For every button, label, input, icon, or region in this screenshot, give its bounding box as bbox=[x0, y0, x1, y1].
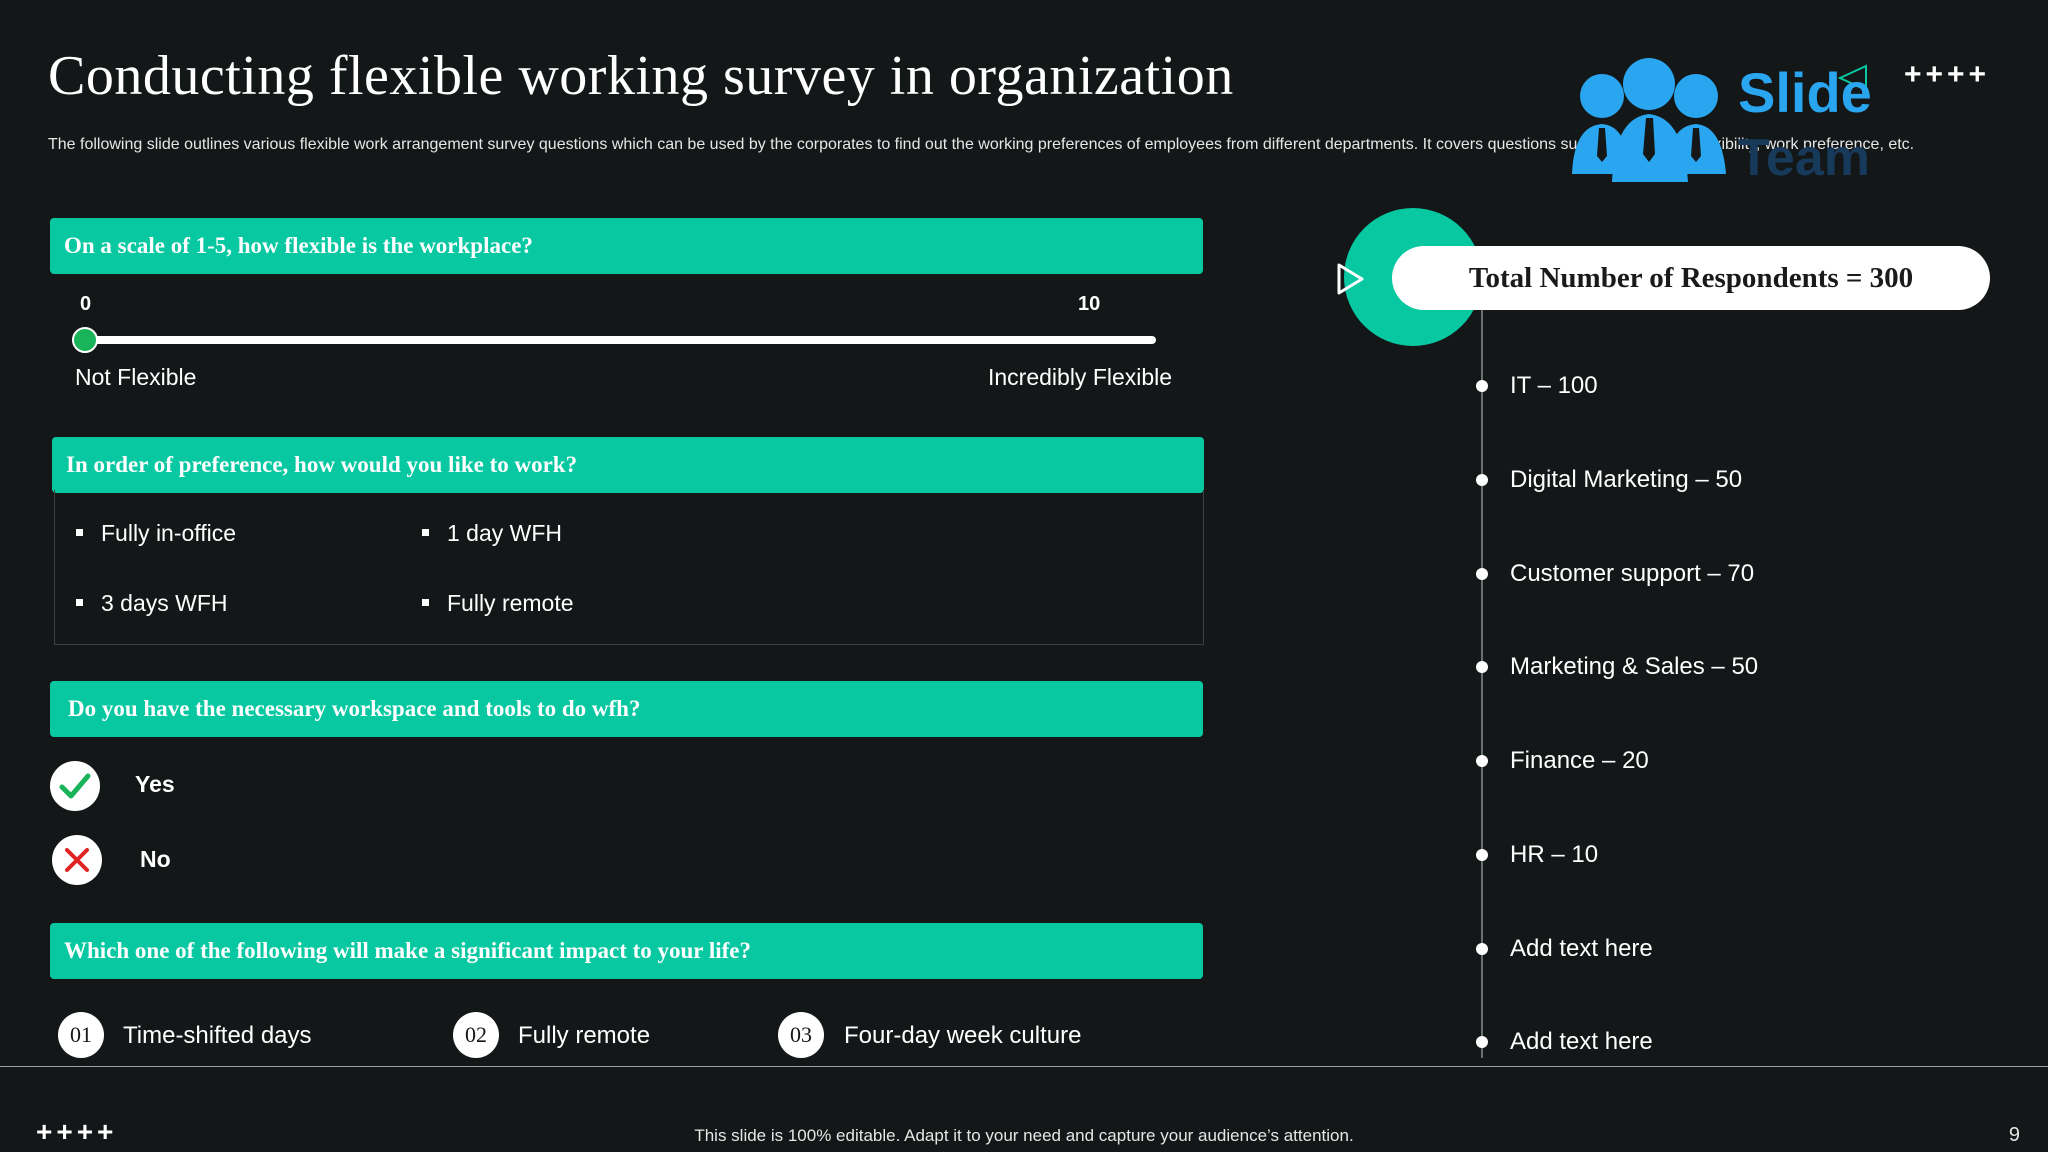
bullet-icon bbox=[422, 599, 429, 607]
logo-word-team: Team bbox=[1738, 129, 1870, 187]
timeline-line bbox=[1481, 310, 1483, 1058]
list-item: 3 days WFH bbox=[76, 590, 228, 617]
timeline-dot bbox=[1476, 943, 1488, 955]
logo-word-slide: Slide bbox=[1738, 61, 1872, 124]
footer-divider bbox=[0, 1066, 2048, 1067]
total-respondents-pill: Total Number of Respondents = 300 bbox=[1392, 246, 1990, 310]
list-item: 1 day WFH bbox=[422, 520, 562, 547]
not-flexible-label: Not Flexible bbox=[75, 364, 197, 390]
yes-label: Yes bbox=[135, 771, 175, 797]
bullet-icon bbox=[76, 599, 83, 607]
option-number-badge: 03 bbox=[778, 1012, 824, 1058]
department-item: Customer support – 70 bbox=[1476, 560, 1754, 588]
bullet-icon bbox=[76, 529, 83, 537]
department-item: Add text here bbox=[1476, 1028, 1653, 1056]
incredibly-flexible-label: Incredibly Flexible bbox=[988, 364, 1173, 390]
timeline-dot bbox=[1476, 568, 1488, 580]
no-option[interactable] bbox=[52, 835, 102, 885]
no-label: No bbox=[140, 846, 171, 872]
question-bar-flexibility: On a scale of 1-5, how flexible is the w… bbox=[50, 218, 1203, 274]
cross-icon bbox=[65, 848, 89, 872]
department-item: HR – 10 bbox=[1476, 841, 1598, 869]
timeline-dot bbox=[1476, 380, 1488, 392]
timeline-dot bbox=[1476, 755, 1488, 767]
department-item: Add text here bbox=[1476, 935, 1653, 963]
department-item: Marketing & Sales – 50 bbox=[1476, 653, 1758, 681]
decorative-plus-top: ++++ bbox=[1904, 58, 1991, 91]
department-item: Finance – 20 bbox=[1476, 747, 1649, 775]
question-bar-significant-impact: Which one of the following will make a s… bbox=[50, 923, 1203, 979]
slide-subtitle: The following slide outlines various fle… bbox=[48, 136, 1915, 153]
scale-max-label: 10 bbox=[1078, 293, 1101, 315]
bullet-icon bbox=[422, 529, 429, 537]
flexibility-slider-track[interactable] bbox=[84, 336, 1156, 344]
preference-options-box bbox=[54, 490, 1204, 645]
flexibility-slider-knob[interactable] bbox=[72, 327, 98, 353]
option-number-badge: 02 bbox=[453, 1012, 499, 1058]
impact-option-label: Time-shifted days bbox=[123, 1022, 312, 1049]
decorative-plus-bottom: ++++ bbox=[36, 1116, 118, 1147]
footer-note: This slide is 100% editable. Adapt it to… bbox=[694, 1126, 1354, 1145]
list-item: Fully remote bbox=[422, 590, 574, 617]
timeline-dot bbox=[1476, 661, 1488, 673]
impact-option-label: Four-day week culture bbox=[844, 1022, 1082, 1049]
timeline-dot bbox=[1476, 1036, 1488, 1048]
timeline-dot bbox=[1476, 474, 1488, 486]
department-item: IT – 100 bbox=[1476, 372, 1598, 400]
question-bar-workspace-tools: Do you have the necessary workspace and … bbox=[50, 681, 1203, 737]
play-arrow-icon bbox=[1337, 263, 1364, 295]
question-bar-work-preference: In order of preference, how would you li… bbox=[52, 437, 1204, 493]
list-item: Fully in-office bbox=[76, 520, 236, 547]
page-number: 9 bbox=[2008, 1124, 2020, 1146]
timeline-dot bbox=[1476, 849, 1488, 861]
scale-min-label: 0 bbox=[80, 293, 92, 315]
check-icon bbox=[59, 773, 91, 799]
team-people-icon bbox=[1572, 58, 1867, 182]
impact-option-label: Fully remote bbox=[518, 1022, 651, 1049]
slide-title: Conducting flexible working survey in or… bbox=[48, 45, 1234, 107]
department-item: Digital Marketing – 50 bbox=[1476, 466, 1742, 494]
option-number-badge: 01 bbox=[58, 1012, 104, 1058]
yes-option[interactable] bbox=[50, 761, 100, 811]
